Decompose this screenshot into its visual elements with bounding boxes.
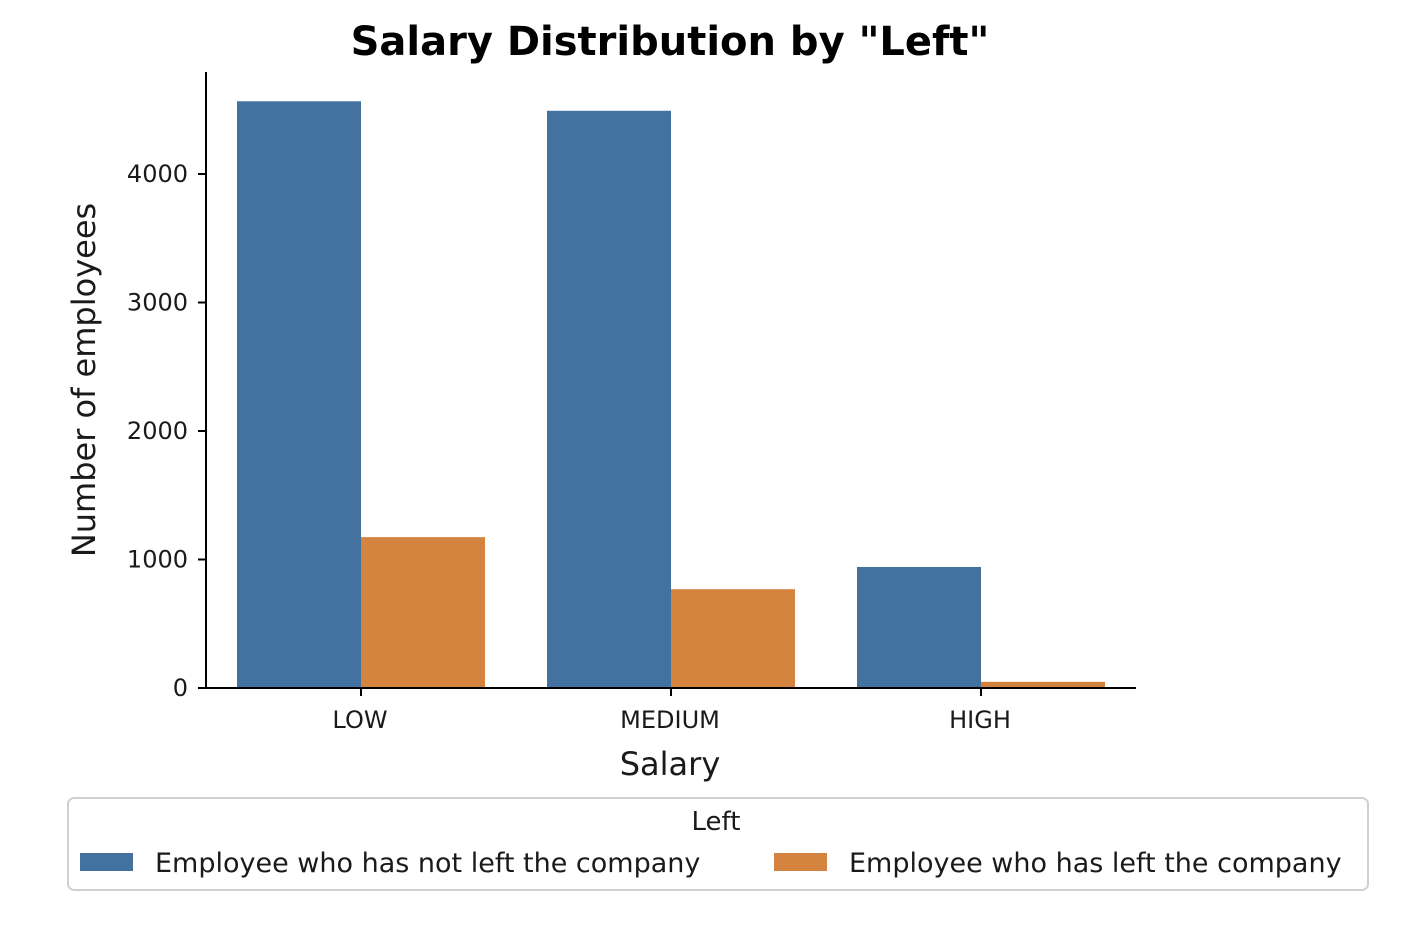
bar-not-left-high xyxy=(857,566,981,688)
bar-not-left-medium xyxy=(547,110,671,688)
legend-swatch-left xyxy=(774,853,827,871)
y-tick-label: 4000 xyxy=(127,160,188,188)
y-axis: 0 1000 2000 3000 4000 xyxy=(127,72,207,702)
y-tick-label: 2000 xyxy=(127,417,188,445)
x-tick-label-low: LOW xyxy=(332,706,387,734)
legend-label-left: Employee who has left the company xyxy=(849,848,1342,879)
x-tick-label-medium: MEDIUM xyxy=(620,706,720,734)
y-tick-label: 3000 xyxy=(127,289,188,317)
chart-title: Salary Distribution by "Left" xyxy=(351,19,990,65)
legend-frame xyxy=(67,797,1369,891)
legend-swatch-not-left xyxy=(80,853,133,871)
legend-label-not-left: Employee who has not left the company xyxy=(155,848,700,879)
bar-left-low xyxy=(361,537,485,688)
bar-not-left-low xyxy=(237,101,361,689)
bar-left-medium xyxy=(671,589,795,688)
legend: Left Employee who has not left the compa… xyxy=(67,797,1369,891)
y-axis-label: Number of employees xyxy=(65,203,103,557)
y-tick-label: 1000 xyxy=(127,546,188,574)
x-tick-label-high: HIGH xyxy=(949,706,1011,734)
legend-title: Left xyxy=(692,807,741,837)
x-axis-label: Salary xyxy=(620,745,721,783)
bars-group xyxy=(237,101,1105,689)
y-tick-label: 0 xyxy=(173,674,188,702)
x-axis: LOW MEDIUM HIGH xyxy=(206,687,1136,734)
bar-left-high xyxy=(981,681,1105,688)
